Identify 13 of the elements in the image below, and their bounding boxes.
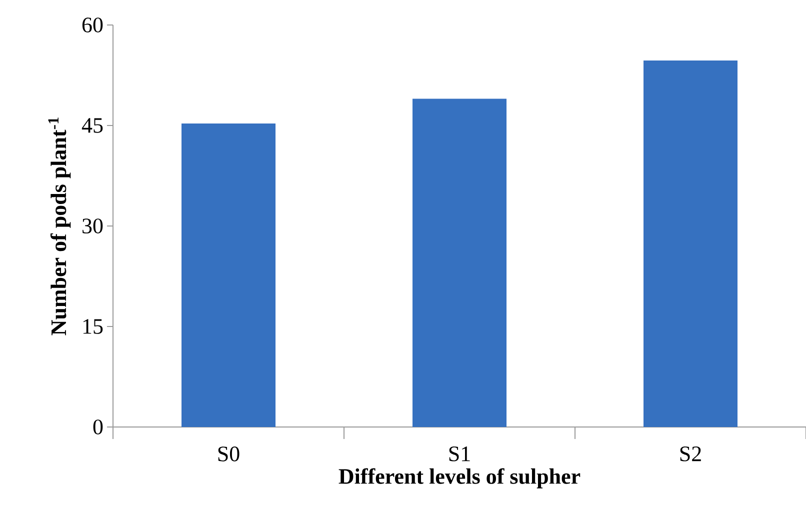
y-tick-label: 60 <box>82 18 103 32</box>
y-tick-label: 30 <box>82 218 103 234</box>
y-tick-label: 45 <box>82 118 103 133</box>
bar <box>644 60 738 427</box>
x-tick-label: S0 <box>218 446 240 462</box>
y-tick-label: 0 <box>93 420 103 434</box>
bar <box>182 123 276 427</box>
y-axis-title: Number of pods plant$^{-1}$ <box>48 118 71 336</box>
x-axis-title: Different levels of sulpher <box>338 468 580 488</box>
x-tick-label: S1 <box>449 446 470 462</box>
x-tick-label: S2 <box>680 446 701 462</box>
bar <box>412 98 507 427</box>
y-tick-label: 15 <box>83 319 103 334</box>
